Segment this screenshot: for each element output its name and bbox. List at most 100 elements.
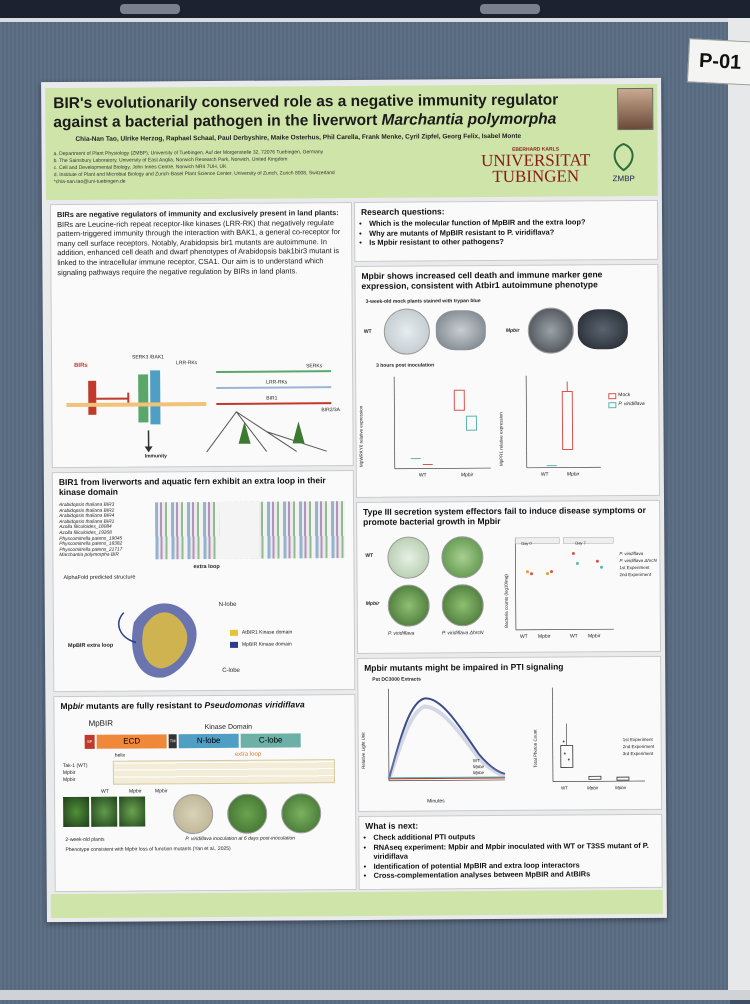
pr1-x-mpbir: Mpbir — [567, 471, 580, 477]
col-mpbir-2: Mpbir — [155, 788, 168, 794]
next-item: Cross-complementation analyses between M… — [360, 869, 662, 881]
t3ss-pv-label: P. viridiflava — [388, 631, 414, 637]
bacteria-axis-label: Bacteria counts (log10/mg) — [504, 574, 509, 628]
t3ss-legend-2: P. viridiflava ΔhrcN — [619, 558, 656, 563]
t3ss-x-1: WT — [520, 634, 528, 640]
pti-title: Mpbir mutants might be impaired in PTI s… — [358, 657, 660, 675]
kinase-title: BIR1 from liverworts and aquatic fern ex… — [53, 471, 353, 499]
expr-x-wt: WT — [419, 472, 427, 478]
kinase-domain-label: Kinase Domain — [205, 724, 253, 731]
stain-dish-wt — [384, 308, 430, 354]
plant-photo-wt — [63, 797, 89, 827]
stain-caption: 3-week-old mock plants stained with tryp… — [366, 298, 481, 305]
intro-body: BIRs are Leucine-rich repeat receptor-li… — [57, 218, 340, 277]
mutants-title-species: Pseudomonas viridiflava — [204, 699, 304, 710]
rlu-axis-label: Relative Light Unit — [361, 732, 366, 769]
t3ss-hrcn-label: P. viridiflava ΔhrcN — [442, 630, 484, 636]
university-logo: EBERHARD KARLS UNIVERSITAT TUBINGEN — [476, 146, 596, 185]
t3ss-mpbir-label: Mpbir — [366, 601, 380, 607]
stain-mpbir-label: Mpbir — [506, 328, 520, 334]
protein-structure — [114, 582, 215, 687]
t3ss-panel: Type III secretion system effectors fail… — [356, 500, 661, 654]
legend-atbir1: AtBIR1 Kinase domain — [242, 629, 292, 635]
poster: BIR's evolutionarily conserved role as a… — [41, 78, 667, 922]
mutants-title-rest: mutants are fully resistant to — [84, 700, 205, 711]
ros-burst-plot — [378, 684, 509, 795]
legend-pv-swatch — [608, 402, 616, 408]
ecd-domain: ECD — [97, 734, 167, 748]
plant-photo-mpbir-2 — [119, 796, 145, 826]
t3ss-wt-label: WT — [365, 553, 373, 559]
title-line-2-prefix: against a bacterial pathogen in the live… — [53, 112, 381, 131]
t3ss-dish-wt-pv — [387, 536, 429, 578]
legend-mock-swatch — [608, 393, 616, 399]
stain-closeup-mpbir — [578, 309, 628, 349]
references-strip — [51, 890, 663, 918]
gene-label: MpBIR — [89, 719, 114, 728]
legend-swatch-mpbir — [230, 642, 238, 648]
t3ss-legend-4: 2nd Experiment — [620, 572, 652, 577]
plant-photo-mpbir-1 — [91, 797, 117, 827]
title-line-2: against a bacterial pathogen in the live… — [53, 109, 598, 132]
dish-mpbir-2 — [281, 793, 321, 833]
pti-x2-3: Mpbir — [615, 785, 626, 790]
floor — [0, 990, 750, 1000]
stain-dish-mpbir — [528, 307, 574, 353]
gene-model: SP ECD TM N-lobe C-lobe — [85, 733, 335, 749]
intro-text: BIRs are negative regulators of immunity… — [51, 203, 351, 277]
minutes-label: Minutes — [427, 798, 445, 804]
mutants-title-prefix: Mp — [60, 701, 72, 711]
expression-plots — [370, 371, 651, 493]
species-list: Arabidopsis thaliana BIR3 Arabidopsis th… — [59, 502, 153, 559]
expr-x-mpbir: Mpbir — [461, 472, 474, 478]
pti-series-mpbir-1: Mpbir — [473, 764, 484, 769]
next-item: RNAseq experiment: Mpbir and Mpbir inocu… — [359, 840, 661, 861]
mp-loop-label: MpBIR extra loop — [68, 643, 113, 649]
hpi-caption: 3 hours post inoculation — [376, 362, 434, 368]
author-photo — [617, 88, 653, 130]
t3ss-legend-1: P. viridiflava — [619, 551, 643, 556]
title-species: Marchantia polymorpha — [381, 111, 556, 129]
t3ss-legend-3: 1st Experiment — [619, 565, 649, 570]
col-mpbir-1: Mpbir — [129, 788, 142, 794]
ceiling-light — [120, 4, 180, 14]
birs-model-figure — [66, 351, 347, 461]
sequence-block — [113, 759, 335, 785]
immunity-label: Immunity — [145, 453, 167, 459]
pti-legend-1: 1st Experiment — [623, 737, 653, 742]
t3ss-x-3: WT — [570, 633, 578, 639]
alignment-block: Arabidopsis thaliana BIR3 Arabidopsis th… — [59, 501, 347, 563]
bacteria-count-plot — [503, 533, 654, 644]
pti-extract-label: Pst DC3000 Extracts — [372, 677, 421, 683]
plants-caption: 2-week-old plants — [65, 837, 104, 843]
mutants-panel: Mpbir mutants are fully resistant to Pse… — [53, 694, 356, 892]
inoculation-caption: P. viridiflava inoculation at 6 days pos… — [185, 835, 295, 842]
legend-swatch-atbir1 — [230, 630, 238, 636]
serks-label: SERKs — [306, 363, 322, 369]
zmbp-leaf-icon — [602, 142, 646, 172]
row-mpbir-2: Mpbir — [63, 777, 76, 783]
photon-axis-label: Total Photon Count — [533, 729, 538, 767]
lrr-label: LRR-RKs — [176, 360, 197, 366]
pr1-axis-label: MpPR1 relative expression — [498, 412, 503, 466]
intro-panel: BIRs are negative regulators of immunity… — [50, 202, 354, 468]
questions-panel: Research questions: Which is the molecul… — [354, 200, 658, 262]
affiliations: a. Department of Plant Physiology (ZMBP)… — [54, 148, 474, 186]
wrky6-axis-label: MpWRKY6 relative expression — [358, 406, 363, 467]
serk3-label: SERK3 /BAK1 — [132, 354, 172, 360]
legend-mock: Mock — [618, 392, 630, 398]
tm-domain: TM — [169, 734, 177, 748]
next-panel: What is next: Check additional PTI outpu… — [358, 814, 663, 890]
zmbp-text: ZMBP — [602, 174, 646, 183]
pti-series-wt: WT — [473, 758, 480, 763]
celldeath-title: Mpbir shows increased cell death and imm… — [355, 265, 657, 293]
row-mpbir-1: Mpbir — [63, 770, 76, 776]
mutants-title: Mpbir mutants are fully resistant to Pse… — [54, 695, 354, 713]
question-item: Is Mpbir resistant to other pathogens? — [355, 236, 657, 248]
birs-label: BIRs — [74, 363, 88, 369]
legend-mpbir: MpBIR Kinase domain — [242, 641, 292, 647]
day0-label: Day 0 — [521, 541, 531, 546]
pr1-x-wt: WT — [541, 472, 549, 478]
stain-wt-label: WT — [364, 329, 372, 335]
day7-label: Day 7 — [575, 540, 585, 545]
